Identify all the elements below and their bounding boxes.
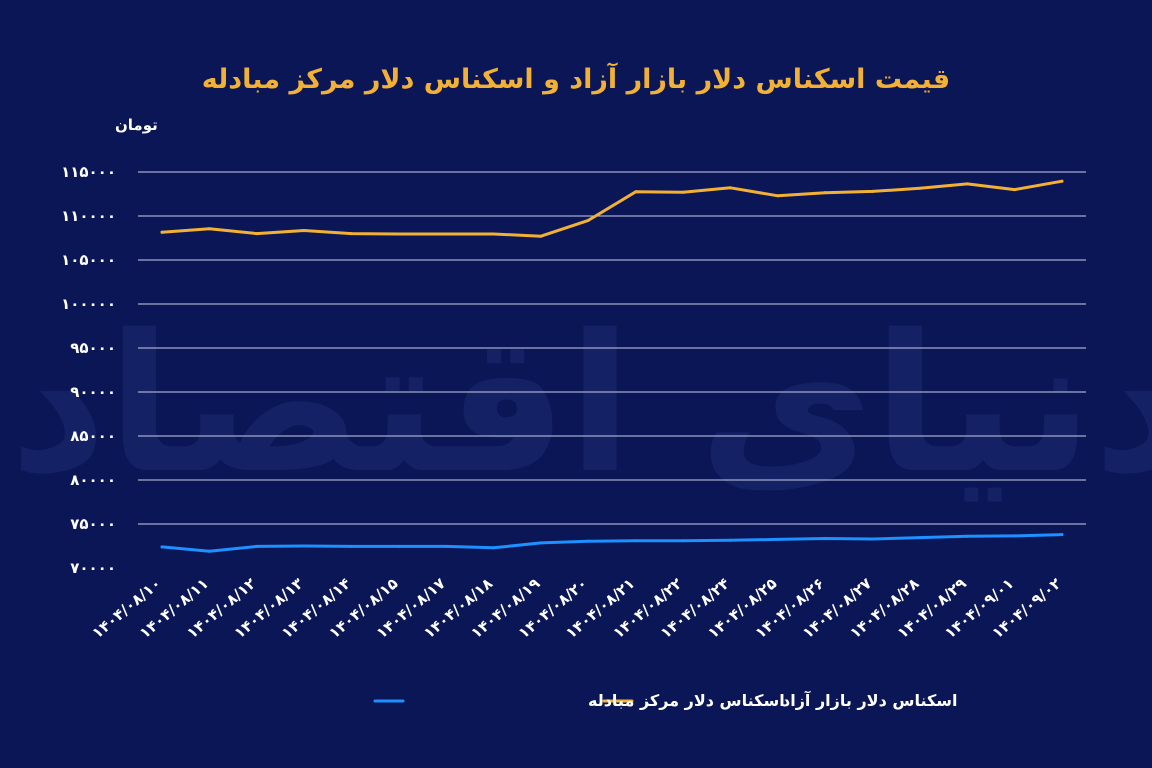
y-axis-ticks: ۷۰۰۰۰ ۷۵۰۰۰ ۸۰۰۰۰ ۸۵۰۰۰ ۹۰۰۰۰ ۹۵۰۰۰ ۱۰۰۰۰۰ ۱۰۵۰… — [61, 163, 116, 577]
legend-label-exchange-center: اسکناس دلار مرکز مبادله — [588, 691, 785, 710]
data-point — [255, 232, 259, 236]
data-point — [539, 541, 543, 545]
data-point — [1013, 188, 1017, 192]
series-lines — [160, 179, 1064, 553]
y-tick-label: ۱۱۰۰۰۰ — [61, 207, 116, 225]
data-point — [397, 544, 401, 548]
y-tick-label: ۹۰۰۰۰ — [70, 383, 116, 401]
data-point — [823, 537, 827, 541]
y-tick-label: ۹۵۰۰۰ — [70, 339, 116, 357]
data-point — [160, 545, 164, 549]
data-point — [823, 191, 827, 195]
data-point — [728, 186, 732, 190]
data-point — [634, 190, 638, 194]
y-tick-label: ۱۰۵۰۰۰ — [61, 251, 116, 269]
data-point — [681, 539, 685, 543]
data-point — [255, 544, 259, 548]
series-line-free-market — [160, 179, 1064, 238]
data-point — [681, 190, 685, 194]
grid-lines — [138, 171, 1086, 525]
data-point — [1013, 534, 1017, 538]
data-point — [444, 544, 448, 548]
data-point — [776, 537, 780, 541]
legend: اسکناس دلار بازار آزاد اسکناس دلار مرکز … — [373, 690, 958, 710]
data-point — [1060, 533, 1064, 537]
data-point — [871, 537, 875, 541]
data-point — [918, 536, 922, 540]
data-point — [349, 232, 353, 236]
data-point — [302, 544, 306, 548]
data-point — [1060, 179, 1064, 183]
series-line-exchange-center — [160, 533, 1064, 553]
data-point — [207, 549, 211, 553]
y-tick-label: ۱۰۰۰۰۰ — [61, 295, 116, 313]
data-point — [349, 544, 353, 548]
data-point — [871, 189, 875, 193]
data-point — [207, 227, 211, 231]
y-tick-label: ۸۵۰۰۰ — [70, 427, 116, 445]
y-tick-label: ۱۱۵۰۰۰ — [61, 163, 116, 181]
chart-title: قیمت اسکناس دلار بازار آزاد و اسکناس دلا… — [202, 62, 950, 95]
data-point — [586, 218, 590, 222]
data-point — [397, 232, 401, 236]
data-point — [634, 539, 638, 543]
data-point — [728, 538, 732, 542]
y-axis-unit-label: تومان — [115, 116, 158, 134]
y-tick-label: ۸۰۰۰۰ — [70, 471, 116, 489]
y-tick-label: ۷۵۰۰۰ — [70, 515, 116, 533]
data-point — [586, 539, 590, 543]
y-tick-label: ۷۰۰۰۰ — [70, 559, 116, 577]
data-point — [444, 232, 448, 236]
data-point — [776, 194, 780, 198]
data-point — [539, 234, 543, 238]
data-point — [492, 546, 496, 550]
data-point — [492, 232, 496, 236]
watermark: دنیای اقتصاد — [9, 294, 1152, 515]
x-axis-ticks: ۱۴۰۴/۰۸/۱۰۱۴۰۴/۰۸/۱۱۱۴۰۴/۰۸/۱۲۱۴۰۴/۰۸/۱۳… — [88, 574, 1064, 642]
data-point — [965, 182, 969, 186]
data-point — [160, 230, 164, 234]
data-point — [302, 229, 306, 233]
data-point — [965, 534, 969, 538]
data-point — [918, 186, 922, 190]
legend-label-free-market: اسکناس دلار بازار آزاد — [782, 690, 958, 710]
